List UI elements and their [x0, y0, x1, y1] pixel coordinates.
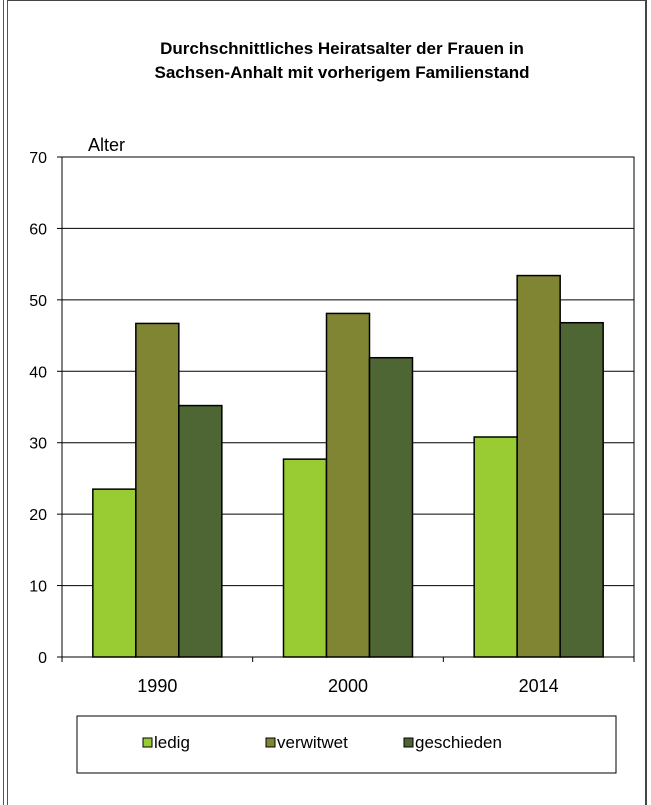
x-tick-label-2000: 2000	[328, 676, 368, 696]
bar-geschieden-2014	[559, 321, 604, 658]
legend-swatch-verwitwet	[265, 737, 276, 748]
frame-line-top	[7, 0, 647, 1]
bar-verwitwet-2000	[325, 312, 371, 658]
chart-title-line-1: Durchschnittliches Heiratsalter der Frau…	[160, 39, 524, 58]
y-tick-label-30: 30	[29, 436, 47, 453]
x-axis-ticks: 1990 2000 2014	[61, 657, 635, 696]
frame-line-left-inner	[7, 0, 8, 805]
bar-geschieden-1990	[178, 404, 223, 658]
bar-verwitwet-1990	[135, 322, 180, 658]
legend-label-ledig: ledig	[154, 733, 190, 752]
legend-box	[76, 715, 617, 774]
legend-swatch-geschieden	[403, 737, 414, 748]
bar-ledig-1990	[92, 488, 137, 658]
x-tick-label-2014: 2014	[519, 676, 559, 696]
y-axis-label: Alter	[88, 135, 125, 155]
legend-label-geschieden: geschieden	[415, 733, 502, 752]
y-tick-label-10: 10	[29, 579, 47, 596]
frame-line-right	[645, 0, 647, 805]
y-tick-label-20: 20	[29, 507, 47, 524]
y-tick-label-40: 40	[29, 364, 47, 381]
bar-ledig-2000	[282, 458, 328, 658]
y-axis-ticks: 0 10 20 30 40 50 60 70	[29, 150, 62, 667]
frame-line-left-outer	[3, 0, 4, 805]
chart-title-line-2: Sachsen-Anhalt mit vorherigem Familienst…	[154, 63, 529, 82]
y-tick-label-50: 50	[29, 293, 47, 310]
legend: ledig verwitwet geschieden	[142, 733, 502, 752]
bar-verwitwet-2014	[516, 274, 561, 658]
x-tick-label-1990: 1990	[137, 676, 177, 696]
y-tick-label-70: 70	[29, 150, 47, 167]
y-tick-label-60: 60	[29, 221, 47, 238]
y-tick-label-0: 0	[38, 650, 47, 667]
bar-geschieden-2000	[368, 356, 414, 658]
legend-label-verwitwet: verwitwet	[277, 733, 348, 752]
bar-ledig-2014	[473, 436, 518, 658]
legend-swatch-ledig	[142, 737, 153, 748]
bars	[92, 274, 604, 658]
